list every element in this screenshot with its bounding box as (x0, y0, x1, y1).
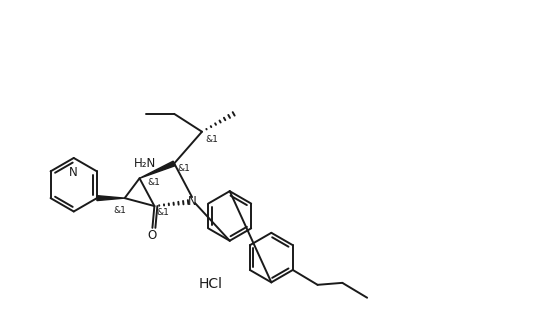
Text: &1: &1 (205, 135, 219, 144)
Text: O: O (148, 229, 157, 242)
Text: H₂N: H₂N (134, 157, 156, 170)
Text: &1: &1 (147, 178, 160, 187)
Text: HCl: HCl (198, 277, 222, 291)
Text: &1: &1 (114, 206, 126, 215)
Text: &1: &1 (156, 208, 169, 217)
Text: N: N (69, 166, 78, 179)
Polygon shape (97, 196, 125, 201)
Polygon shape (140, 161, 175, 178)
Text: &1: &1 (177, 164, 191, 173)
Text: N: N (188, 195, 197, 207)
